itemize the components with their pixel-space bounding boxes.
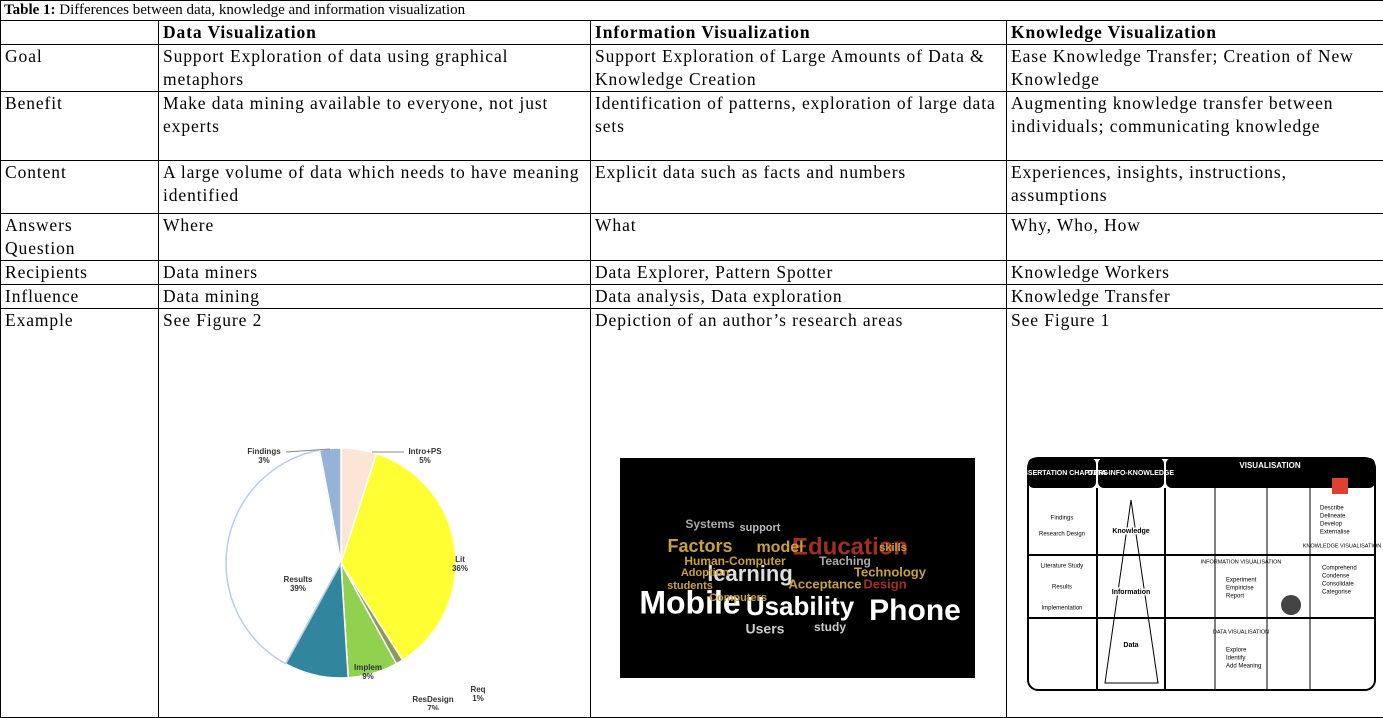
figure-text: Externalise — [1320, 530, 1350, 536]
figure-text: 9% — [362, 672, 374, 681]
figure-text: Research Design — [1039, 532, 1085, 538]
figure-text: Describe — [1320, 506, 1344, 512]
figure-text: KNOWLEDGE VISUALISATION — [1303, 543, 1381, 549]
figure-text: 1% — [472, 694, 484, 703]
figure-text: INFORMATION VISUALISATION — [1201, 559, 1282, 565]
figure-text: 39% — [290, 584, 306, 593]
figure-text: Req — [470, 685, 485, 694]
figure-text: skills — [879, 542, 907, 554]
figure-text: Design — [863, 576, 906, 591]
figure-text: Computers — [709, 592, 767, 604]
figure-text: study — [814, 620, 846, 634]
figure-text: Delineate — [1320, 514, 1346, 520]
figure-text: Findings — [247, 447, 281, 456]
icon — [1281, 595, 1301, 615]
figure-text: Intro+PS — [408, 447, 442, 456]
figure-text: Empiricise — [1226, 586, 1254, 592]
figure-text: Findings — [1051, 516, 1074, 522]
diagram: DISSERTATION CHAPTERSDATA-INFO-KNOWLEDGE… — [1016, 458, 1381, 690]
figure-text: Comprehend — [1322, 566, 1357, 572]
figure-text: Teaching — [819, 554, 871, 568]
figure-text: 7% — [427, 704, 439, 710]
figure-text: Data — [1123, 642, 1138, 649]
figure-text: Explore — [1226, 648, 1247, 654]
figure-text: Acceptance — [789, 576, 862, 591]
figure-text: Condense — [1322, 574, 1350, 580]
figure-text: Phone — [869, 594, 961, 627]
figure-text: Implementation — [1041, 606, 1082, 612]
figure-text: Identify — [1226, 656, 1245, 662]
figure-text: Consolidate — [1322, 582, 1354, 588]
icon — [1332, 478, 1348, 494]
figure-text: Categorise — [1322, 590, 1352, 596]
figure-text: Users — [746, 621, 785, 637]
figure-text: 3% — [258, 456, 270, 465]
figure-text: Lit — [455, 555, 465, 564]
figure-text: Factors — [667, 536, 732, 556]
figure-text: students — [667, 580, 713, 592]
figure-text: Add Meaning — [1226, 664, 1261, 670]
figure-text: Develop — [1320, 522, 1343, 528]
figure-text: Results — [1052, 585, 1072, 591]
figure-text: DATA-INFO-KNOWLEDGE — [1088, 470, 1174, 477]
figure-text: 36% — [452, 564, 468, 573]
figure-text: Implem — [354, 663, 382, 672]
figure-text: VISUALISATION — [1239, 461, 1300, 470]
figure-text: Literature Study — [1041, 564, 1083, 570]
figure-text: Information — [1112, 589, 1151, 596]
figure-text: DATA VISUALISATION — [1213, 629, 1269, 635]
figure-text: ResDesign — [412, 695, 453, 704]
figure-text: Systems — [685, 517, 735, 531]
figure-text: support — [740, 522, 781, 534]
figure-text: Adoption — [681, 567, 730, 579]
figure-text: Report — [1226, 594, 1244, 600]
figure-text: Results — [284, 575, 313, 584]
figure-text: 5% — [419, 456, 431, 465]
figure-text: Knowledge — [1112, 528, 1149, 535]
figure-text: Experiment — [1226, 578, 1257, 584]
